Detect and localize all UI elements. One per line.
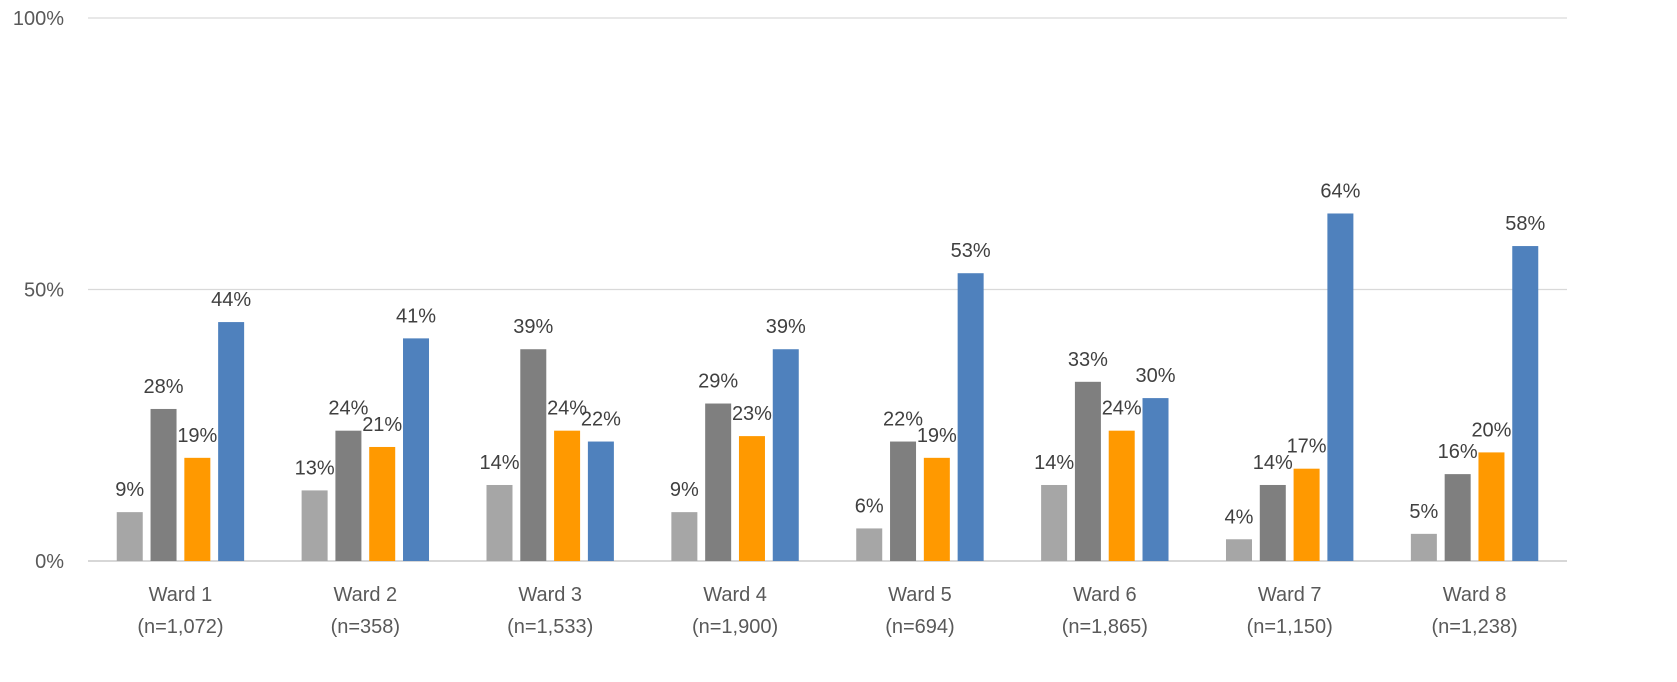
data-label: 53% xyxy=(951,240,991,262)
bar-ward-2-series-3 xyxy=(369,446,396,561)
bar-ward-4-series-3 xyxy=(738,436,765,561)
data-label: 6% xyxy=(855,495,884,517)
category-label: Ward 1 xyxy=(149,584,213,606)
bar-ward-2-series-2 xyxy=(335,430,362,561)
y-tick-label: 50% xyxy=(24,280,64,302)
data-label: 9% xyxy=(670,479,699,501)
bar-ward-8-series-1 xyxy=(1410,533,1437,561)
data-label: 39% xyxy=(766,316,806,338)
bar-ward-6-series-3 xyxy=(1108,430,1135,561)
data-label: 19% xyxy=(917,425,957,447)
category-sample-size-label: (n=1,900) xyxy=(692,616,778,638)
y-tick-label: 0% xyxy=(35,551,64,573)
bar-ward-3-series-2 xyxy=(520,349,547,561)
category-sample-size-label: (n=694) xyxy=(885,616,955,638)
bar-ward-4-series-4 xyxy=(772,349,799,561)
category-label: Ward 8 xyxy=(1443,584,1507,606)
bar-ward-1-series-4 xyxy=(218,322,245,561)
data-label: 28% xyxy=(144,376,184,398)
bar-ward-4-series-1 xyxy=(671,512,698,561)
category-label: Ward 3 xyxy=(518,584,582,606)
y-axis-tick-labels: 0% 50% 100% xyxy=(13,8,64,573)
data-label: 39% xyxy=(513,316,553,338)
data-label: 24% xyxy=(547,398,587,420)
category-sample-size-label: (n=1,238) xyxy=(1431,616,1517,638)
gridlines xyxy=(88,17,1567,562)
bar-ward-5-series-4 xyxy=(957,273,984,561)
data-label: 4% xyxy=(1225,506,1254,528)
data-label: 30% xyxy=(1135,365,1175,387)
bar-ward-6-series-2 xyxy=(1074,381,1101,561)
data-label: 23% xyxy=(732,403,772,425)
category-sample-size-label: (n=358) xyxy=(331,616,401,638)
bar-ward-1-series-3 xyxy=(184,457,211,561)
bar-ward-4-series-2 xyxy=(705,403,732,561)
bars xyxy=(116,213,1539,562)
data-label: 22% xyxy=(883,409,923,431)
bar-ward-8-series-3 xyxy=(1478,452,1505,561)
bar-ward-5-series-3 xyxy=(923,457,950,561)
data-label: 24% xyxy=(1102,398,1142,420)
category-label: Ward 4 xyxy=(703,584,767,606)
bar-ward-7-series-3 xyxy=(1293,468,1320,561)
category-label: Ward 6 xyxy=(1073,584,1137,606)
data-label: 24% xyxy=(328,398,368,420)
y-tick-label: 100% xyxy=(13,8,64,30)
data-label: 44% xyxy=(211,289,251,311)
bar-ward-3-series-4 xyxy=(587,441,614,561)
bar-ward-3-series-1 xyxy=(486,484,513,561)
category-sample-size-label: (n=1,150) xyxy=(1247,616,1333,638)
data-label: 41% xyxy=(396,305,436,327)
data-label: 19% xyxy=(177,425,217,447)
category-label: Ward 7 xyxy=(1258,584,1322,606)
bar-ward-7-series-4 xyxy=(1327,213,1354,562)
bar-ward-2-series-1 xyxy=(301,490,328,561)
data-label: 20% xyxy=(1471,419,1511,441)
bar-ward-6-series-1 xyxy=(1041,484,1068,561)
bar-ward-8-series-4 xyxy=(1512,246,1539,561)
data-label: 14% xyxy=(1253,452,1293,474)
data-label: 13% xyxy=(295,457,335,479)
data-labels: 9%28%19%44%13%24%21%41%14%39%24%22%9%29%… xyxy=(115,180,1545,528)
bar-ward-7-series-1 xyxy=(1225,539,1252,561)
data-label: 58% xyxy=(1505,213,1545,235)
bar-ward-6-series-4 xyxy=(1142,398,1169,561)
data-label: 14% xyxy=(1034,452,1074,474)
category-label: Ward 2 xyxy=(333,584,397,606)
bar-ward-8-series-2 xyxy=(1444,474,1471,561)
bar-ward-1-series-2 xyxy=(150,408,177,561)
x-axis-category-labels: Ward 1 (n=1,072) Ward 2 (n=358) Ward 3 (n=1,5… xyxy=(137,584,1517,638)
bar-ward-2-series-4 xyxy=(403,338,430,561)
category-label: Ward 5 xyxy=(888,584,952,606)
bar-ward-5-series-1 xyxy=(856,528,883,561)
data-label: 17% xyxy=(1287,436,1327,458)
data-label: 14% xyxy=(479,452,519,474)
data-label: 22% xyxy=(581,409,621,431)
bar-ward-3-series-3 xyxy=(554,430,581,561)
bar-ward-7-series-2 xyxy=(1259,484,1286,561)
category-sample-size-label: (n=1,072) xyxy=(137,616,223,638)
data-label: 16% xyxy=(1438,441,1478,463)
data-label: 33% xyxy=(1068,349,1108,371)
data-label: 64% xyxy=(1320,180,1360,202)
category-sample-size-label: (n=1,533) xyxy=(507,616,593,638)
data-label: 9% xyxy=(115,479,144,501)
bar-ward-1-series-1 xyxy=(116,512,143,561)
data-label: 5% xyxy=(1409,501,1438,523)
bar-ward-5-series-2 xyxy=(890,441,917,561)
data-label: 29% xyxy=(698,371,738,393)
data-label: 21% xyxy=(362,414,402,436)
category-sample-size-label: (n=1,865) xyxy=(1062,616,1148,638)
